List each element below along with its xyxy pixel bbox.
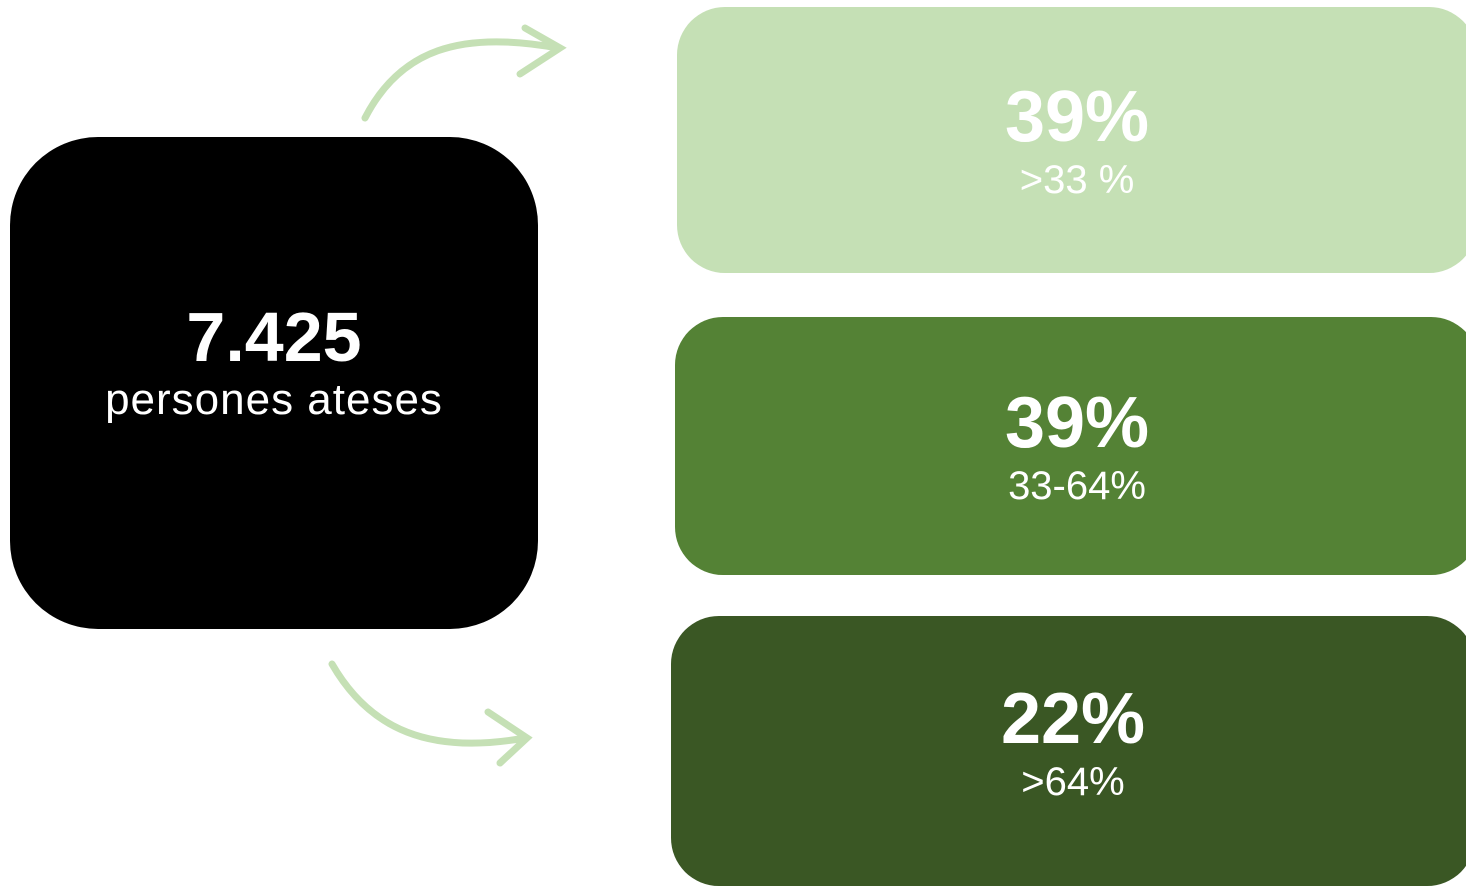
arrow-head [516, 24, 567, 78]
group-percent: 22% [1000, 679, 1146, 759]
infographic: 7.425 persones ateses 39% >33 % 39% 33-6… [10, 7, 1466, 886]
group-range: 33-64% [1008, 464, 1146, 508]
group-percent: 39% [1004, 77, 1150, 157]
total-label: persones ateses [105, 375, 443, 424]
total-box: 7.425 persones ateses [10, 137, 538, 629]
group-percent: 39% [1004, 383, 1150, 463]
group-range: >33 % [1019, 158, 1135, 202]
group-box: 39% >33 % [677, 7, 1466, 273]
group-box: 39% 33-64% [675, 317, 1466, 575]
arrow [361, 38, 562, 122]
arrow [328, 660, 529, 747]
group-range: >64% [1021, 760, 1125, 804]
arrow-head [484, 708, 533, 767]
arrows [328, 24, 567, 767]
total-value: 7.425 [186, 298, 362, 376]
group-box: 22% >64% [671, 616, 1466, 886]
